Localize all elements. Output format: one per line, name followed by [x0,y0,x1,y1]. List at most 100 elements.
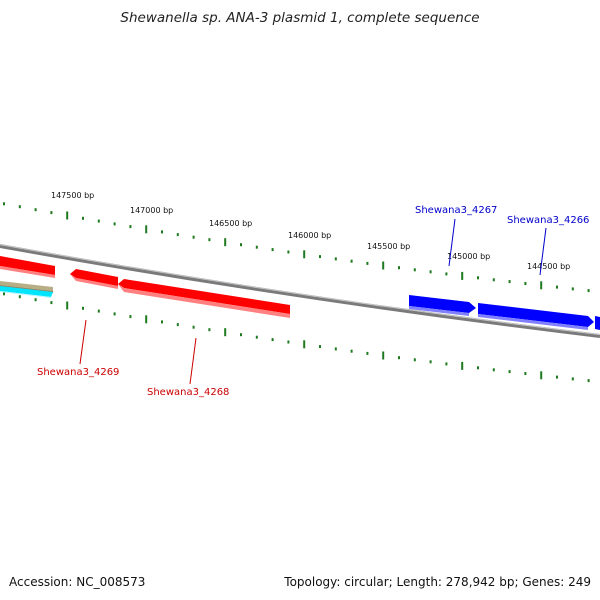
label-leader-line [448,218,456,267]
minor-tick [18,295,21,299]
minor-tick [492,368,495,372]
minor-tick [113,222,116,226]
minor-tick [508,370,511,374]
gene-feature-shewana3-4266[interactable] [478,303,594,330]
minor-tick [176,233,179,237]
major-tick [382,351,385,360]
minor-tick [319,345,321,349]
minor-tick [129,225,132,229]
major-tick [66,211,69,220]
minor-tick [271,248,274,252]
extra-track-cyan-light [0,291,51,298]
minor-tick [82,306,84,310]
major-tick [145,315,148,324]
minor-tick [587,289,590,293]
minor-tick [334,257,337,261]
label-leader-line [539,227,547,276]
major-tick [224,328,227,337]
minor-tick [398,266,400,270]
major-tick [540,371,543,380]
gene-feature-edge-blue[interactable] [595,316,600,330]
minor-tick [161,320,163,324]
minor-tick [18,205,21,209]
minor-tick [113,312,116,316]
major-tick [461,361,464,370]
minor-tick [3,292,5,296]
minor-tick [255,245,258,249]
minor-tick [82,216,84,220]
gene-label-shewana3-4269[interactable]: Shewana3_4269 [37,367,119,378]
minor-tick [97,309,100,313]
minor-tick [571,287,574,291]
minor-tick [445,272,448,276]
minor-tick [524,372,527,375]
gene-feature-shewana3-4269[interactable] [70,269,118,289]
minor-tick [413,268,416,272]
minor-tick [287,250,290,254]
minor-tick [477,276,479,280]
minor-tick [508,280,511,284]
minor-tick [429,270,432,274]
major-tick [303,250,306,259]
gene-feature-shewana3-4269-left[interactable] [0,256,55,278]
major-tick [461,271,464,280]
major-tick [224,238,227,247]
minor-tick [350,259,353,263]
minor-tick [477,366,479,370]
major-tick [382,261,385,270]
minor-tick [556,285,558,289]
major-tick [540,281,543,290]
minor-tick [176,323,179,327]
minor-tick [334,347,337,351]
minor-tick [240,333,242,337]
topology-summary-text: Topology: circular; Length: 278,942 bp; … [284,575,591,589]
gene-label-shewana3-4268[interactable]: Shewana3_4268 [147,387,229,398]
minor-tick [445,362,448,366]
tick-row-top [3,202,590,293]
minor-tick [587,379,590,383]
coordinate-label: 145500 bp [367,242,410,251]
label-leader-line [79,319,87,365]
plasmid-backbone-highlight [0,244,600,336]
minor-tick [556,375,558,379]
minor-tick [571,377,574,381]
minor-tick [240,243,242,247]
minor-tick [192,235,195,239]
extra-track-beige [0,281,53,291]
coordinate-label: 146000 bp [288,231,331,240]
plasmid-backbone [0,244,600,338]
map-title: Shewanella sp. ANA-3 plasmid 1, complete… [120,10,480,26]
gene-feature-shewana3-4268[interactable] [118,279,290,318]
minor-tick [366,351,369,355]
minor-tick [34,298,37,302]
coordinate-label: 145000 bp [447,252,490,261]
minor-tick [398,356,400,360]
label-leader-line [189,337,197,385]
minor-tick [429,360,432,364]
minor-tick [97,219,100,223]
minor-tick [492,278,495,282]
minor-tick [208,238,211,242]
gene-label-shewana3-4266[interactable]: Shewana3_4266 [507,215,589,226]
minor-tick [271,338,274,342]
minor-tick [129,315,132,319]
minor-tick [161,230,163,234]
extra-track-cyan [0,286,53,297]
major-tick [66,301,69,310]
minor-tick [524,282,527,285]
coordinate-labels: 147500 bp 147000 bp 146500 bp 146000 bp … [51,191,570,271]
gene-feature-shewana3-4267[interactable] [409,295,476,316]
major-tick [145,225,148,234]
minor-tick [50,301,53,305]
minor-tick [319,255,321,259]
minor-tick [50,211,53,215]
gene-label-shewana3-4267[interactable]: Shewana3_4267 [415,205,497,216]
minor-tick [413,358,416,362]
coordinate-label: 144500 bp [527,262,570,271]
minor-tick [287,340,290,344]
tick-row-bottom [3,292,590,383]
major-tick [303,340,306,349]
coordinate-label: 147500 bp [51,191,94,200]
minor-tick [34,208,37,212]
